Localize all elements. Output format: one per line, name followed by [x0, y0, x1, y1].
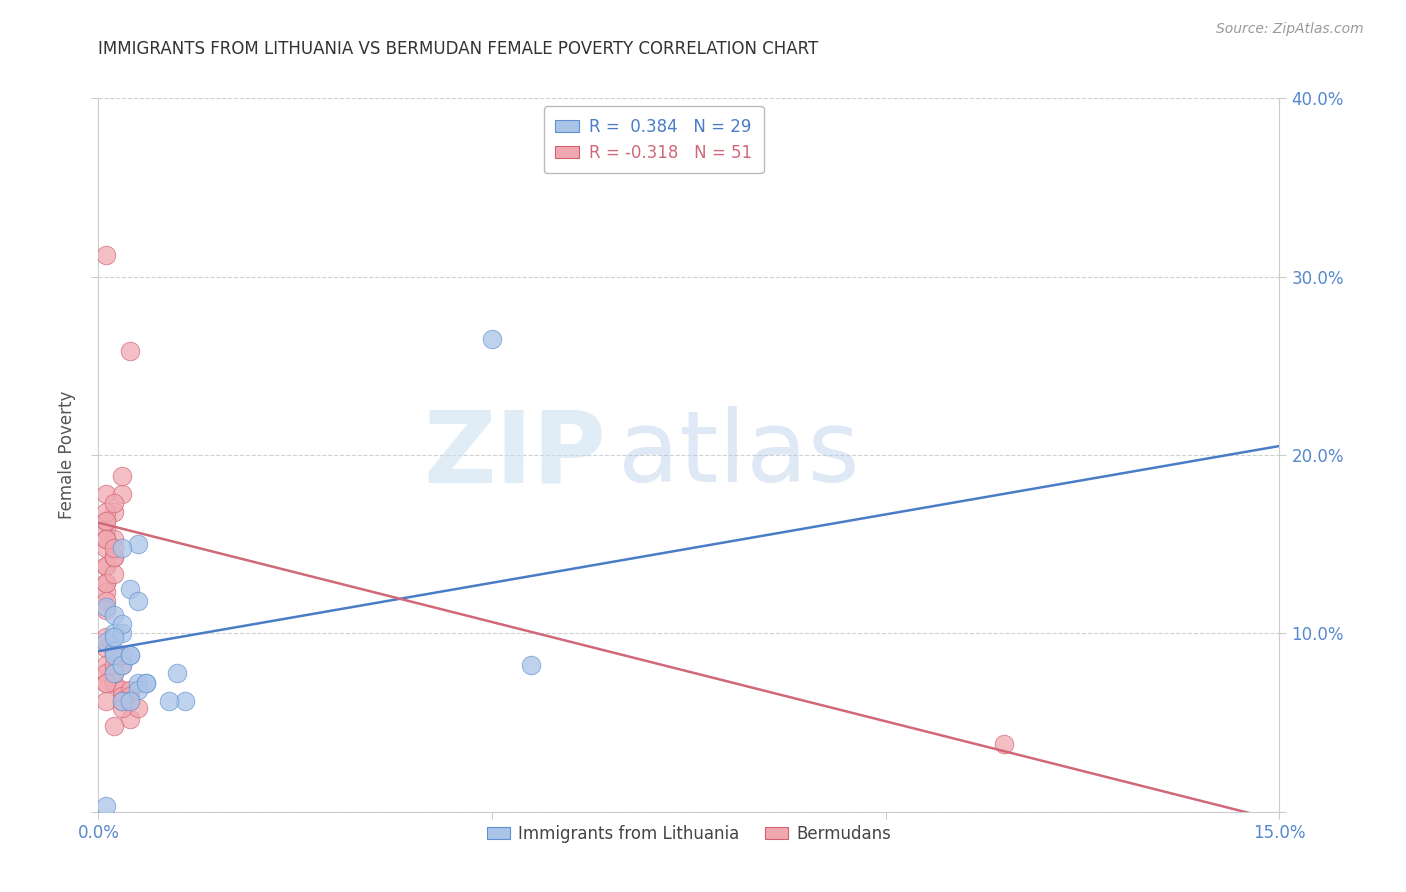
Point — [103, 648, 125, 662]
Point — [103, 676, 125, 690]
Y-axis label: Female Poverty: Female Poverty — [58, 391, 76, 519]
Point — [96, 523, 118, 537]
Point — [157, 694, 180, 708]
Point — [103, 505, 125, 519]
Point — [127, 683, 149, 698]
Text: IMMIGRANTS FROM LITHUANIA VS BERMUDAN FEMALE POVERTY CORRELATION CHART: IMMIGRANTS FROM LITHUANIA VS BERMUDAN FE… — [98, 40, 818, 58]
Point — [111, 469, 134, 483]
Point — [135, 676, 157, 690]
Point — [118, 683, 141, 698]
Point — [118, 344, 141, 359]
Point — [96, 558, 118, 573]
Point — [96, 585, 118, 599]
Point — [96, 514, 118, 528]
Point — [111, 694, 134, 708]
Point — [111, 626, 134, 640]
Point — [111, 648, 134, 662]
Point — [166, 665, 188, 680]
Point — [96, 532, 118, 546]
Point — [103, 630, 125, 644]
Point — [111, 689, 134, 703]
Point — [103, 626, 125, 640]
Point — [111, 701, 134, 715]
Point — [520, 658, 543, 673]
Point — [111, 658, 134, 673]
Point — [103, 658, 125, 673]
Point — [118, 648, 141, 662]
Point — [96, 576, 118, 591]
Point — [174, 694, 197, 708]
Point — [118, 712, 141, 726]
Point — [118, 648, 141, 662]
Point — [111, 658, 134, 673]
Point — [111, 617, 134, 632]
Point — [96, 630, 118, 644]
Point — [103, 549, 125, 564]
Point — [103, 496, 125, 510]
Point — [103, 549, 125, 564]
Point — [103, 567, 125, 582]
Point — [103, 665, 125, 680]
Point — [96, 603, 118, 617]
Text: Source: ZipAtlas.com: Source: ZipAtlas.com — [1216, 22, 1364, 37]
Point — [96, 576, 118, 591]
Point — [96, 694, 118, 708]
Point — [96, 640, 118, 655]
Point — [96, 599, 118, 614]
Point — [96, 658, 118, 673]
Point — [103, 644, 125, 658]
Point — [118, 694, 141, 708]
Point — [111, 683, 134, 698]
Point — [96, 799, 118, 814]
Point — [96, 676, 118, 690]
Point — [111, 694, 134, 708]
Legend: Immigrants from Lithuania, Bermudans: Immigrants from Lithuania, Bermudans — [479, 819, 898, 850]
Point — [103, 719, 125, 733]
Point — [118, 582, 141, 596]
Point — [103, 541, 125, 555]
Point — [96, 665, 118, 680]
Point — [111, 487, 134, 501]
Point — [96, 676, 118, 690]
Text: ZIP: ZIP — [423, 407, 606, 503]
Point — [127, 676, 149, 690]
Point — [96, 505, 118, 519]
Point — [993, 737, 1015, 751]
Point — [96, 532, 118, 546]
Text: atlas: atlas — [619, 407, 859, 503]
Point — [103, 648, 125, 662]
Point — [111, 541, 134, 555]
Point — [96, 558, 118, 573]
Point — [127, 537, 149, 551]
Point — [96, 635, 118, 649]
Point — [118, 689, 141, 703]
Point — [96, 541, 118, 555]
Point — [481, 332, 503, 346]
Point — [103, 532, 125, 546]
Point — [127, 701, 149, 715]
Point — [96, 487, 118, 501]
Point — [96, 514, 118, 528]
Point — [103, 665, 125, 680]
Point — [96, 594, 118, 608]
Point — [96, 248, 118, 262]
Point — [118, 694, 141, 708]
Point — [127, 594, 149, 608]
Point — [111, 694, 134, 708]
Point — [135, 676, 157, 690]
Point — [103, 608, 125, 623]
